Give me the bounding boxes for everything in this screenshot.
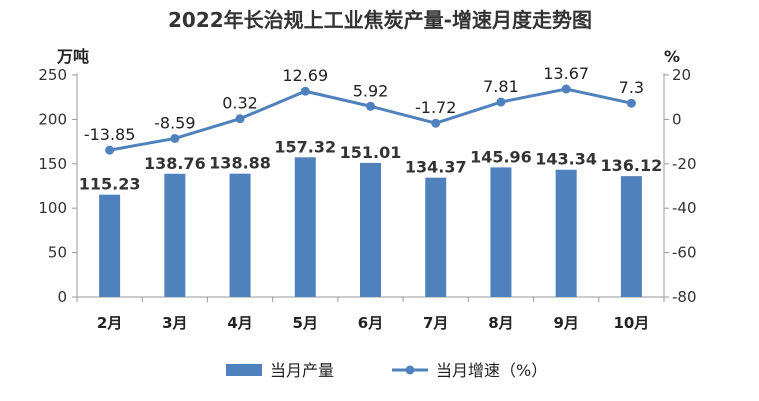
bar <box>490 167 512 297</box>
right-tick-label: 0 <box>672 110 682 128</box>
bar-value-label: 138.88 <box>209 154 271 173</box>
left-tick-label: 200 <box>38 110 67 128</box>
bar <box>620 176 642 297</box>
legend: 当月产量 当月增速（%） <box>226 361 547 380</box>
left-tick-label: 0 <box>57 288 67 306</box>
bar-value-label: 115.23 <box>79 175 141 194</box>
bar-value-label: 143.34 <box>535 150 597 169</box>
growth-value-label: -1.72 <box>415 98 456 117</box>
bar <box>555 169 577 297</box>
axes-group: 0 50 100 150 200 250 -80 -60 -40 -20 0 20 2月 3月 4月 5月 6月… <box>38 66 696 332</box>
left-tick-label: 50 <box>48 244 67 262</box>
growth-point <box>300 86 310 96</box>
growth-point <box>170 133 180 143</box>
right-tick-label: -40 <box>672 199 697 217</box>
x-tick-label: 10月 <box>613 314 649 332</box>
growth-value-label: 13.67 <box>543 64 589 83</box>
bar-value-label: 145.96 <box>470 147 532 166</box>
bar <box>425 177 447 297</box>
left-tick-label: 100 <box>38 199 67 217</box>
bar-value-label: 138.76 <box>144 154 206 173</box>
growth-value-label: 5.92 <box>353 81 389 100</box>
left-tick-label: 150 <box>38 155 67 173</box>
right-axis-unit: % <box>664 47 680 66</box>
growth-value-label: -13.85 <box>84 125 136 144</box>
bar <box>294 157 316 297</box>
x-tick-label: 7月 <box>423 314 448 332</box>
growth-value-label: 7.81 <box>483 77 519 96</box>
legend-line-label: 当月增速（%） <box>436 361 547 380</box>
left-axis-unit: 万吨 <box>56 47 89 66</box>
right-tick-label: -60 <box>672 244 697 262</box>
left-tick-label: 250 <box>38 66 67 84</box>
x-tick-label: 4月 <box>227 314 252 332</box>
growth-value-label: 12.69 <box>282 66 328 85</box>
x-tick-label: 3月 <box>162 314 187 332</box>
bar <box>164 173 186 297</box>
growth-point <box>626 98 636 108</box>
bar-value-label: 157.32 <box>274 137 336 156</box>
x-tick-label: 6月 <box>358 314 383 332</box>
growth-value-label: 0.32 <box>222 94 258 113</box>
legend-bar-swatch <box>226 364 262 376</box>
bar-value-label: 136.12 <box>601 156 663 175</box>
x-tick-label: 9月 <box>553 314 578 332</box>
bar-value-label: 151.01 <box>340 143 402 162</box>
bar <box>229 173 251 297</box>
growth-point <box>366 101 375 111</box>
growth-value-label: 7.3 <box>619 78 644 97</box>
x-tick-label: 8月 <box>488 314 513 332</box>
bars-group <box>99 157 642 297</box>
legend-bar-label: 当月产量 <box>270 361 334 380</box>
growth-point <box>496 97 506 107</box>
x-tick-label: 2月 <box>97 314 122 332</box>
bar-value-label: 134.37 <box>405 158 467 177</box>
right-tick-label: 20 <box>672 66 691 84</box>
legend-line-marker <box>405 365 415 375</box>
right-tick-label: -20 <box>672 155 697 173</box>
growth-point <box>105 145 115 155</box>
chart-title: 2022年长治规上工业焦炭产量-增速月度走势图 <box>168 8 592 32</box>
growth-point <box>431 118 441 128</box>
growth-value-label: -8.59 <box>154 113 195 132</box>
right-tick-label: -80 <box>672 288 697 306</box>
bar <box>360 162 381 297</box>
line-group <box>105 84 636 155</box>
growth-point <box>561 84 571 94</box>
growth-point <box>235 114 245 124</box>
x-tick-label: 5月 <box>293 314 318 332</box>
bar <box>99 194 121 297</box>
